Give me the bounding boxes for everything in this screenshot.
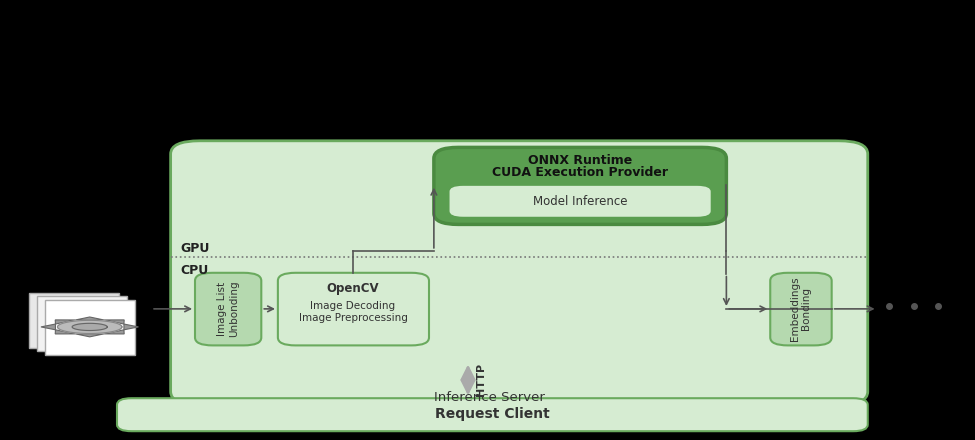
- Polygon shape: [104, 320, 124, 324]
- Polygon shape: [58, 320, 122, 334]
- Text: CPU: CPU: [180, 264, 209, 277]
- Text: GPU: GPU: [180, 242, 210, 255]
- Polygon shape: [104, 330, 124, 334]
- FancyBboxPatch shape: [171, 141, 868, 405]
- FancyBboxPatch shape: [29, 293, 119, 348]
- FancyBboxPatch shape: [195, 273, 261, 345]
- Text: CUDA Execution Provider: CUDA Execution Provider: [492, 166, 668, 179]
- FancyBboxPatch shape: [278, 273, 429, 345]
- FancyBboxPatch shape: [434, 147, 726, 224]
- Text: HTTP: HTTP: [476, 363, 486, 396]
- Polygon shape: [56, 330, 75, 334]
- Text: Embeddings
Bonding: Embeddings Bonding: [790, 277, 811, 341]
- FancyBboxPatch shape: [45, 300, 135, 355]
- Text: Image Decoding: Image Decoding: [310, 301, 396, 311]
- Text: Model Inference: Model Inference: [533, 194, 627, 208]
- Text: Inference Server: Inference Server: [434, 391, 545, 404]
- Polygon shape: [75, 317, 104, 320]
- Text: ONNX Runtime: ONNX Runtime: [528, 154, 632, 167]
- Polygon shape: [41, 324, 56, 330]
- FancyBboxPatch shape: [448, 185, 712, 218]
- Polygon shape: [72, 323, 107, 330]
- Text: Image Preprocessing: Image Preprocessing: [298, 313, 408, 323]
- Text: Request Client: Request Client: [435, 407, 550, 422]
- Polygon shape: [75, 334, 104, 337]
- Polygon shape: [56, 320, 75, 324]
- Text: Image List
Unbonding: Image List Unbonding: [217, 281, 239, 337]
- FancyBboxPatch shape: [117, 398, 868, 431]
- Polygon shape: [124, 324, 138, 330]
- Text: OpenCV: OpenCV: [327, 282, 379, 295]
- FancyBboxPatch shape: [37, 296, 127, 351]
- FancyBboxPatch shape: [770, 273, 832, 345]
